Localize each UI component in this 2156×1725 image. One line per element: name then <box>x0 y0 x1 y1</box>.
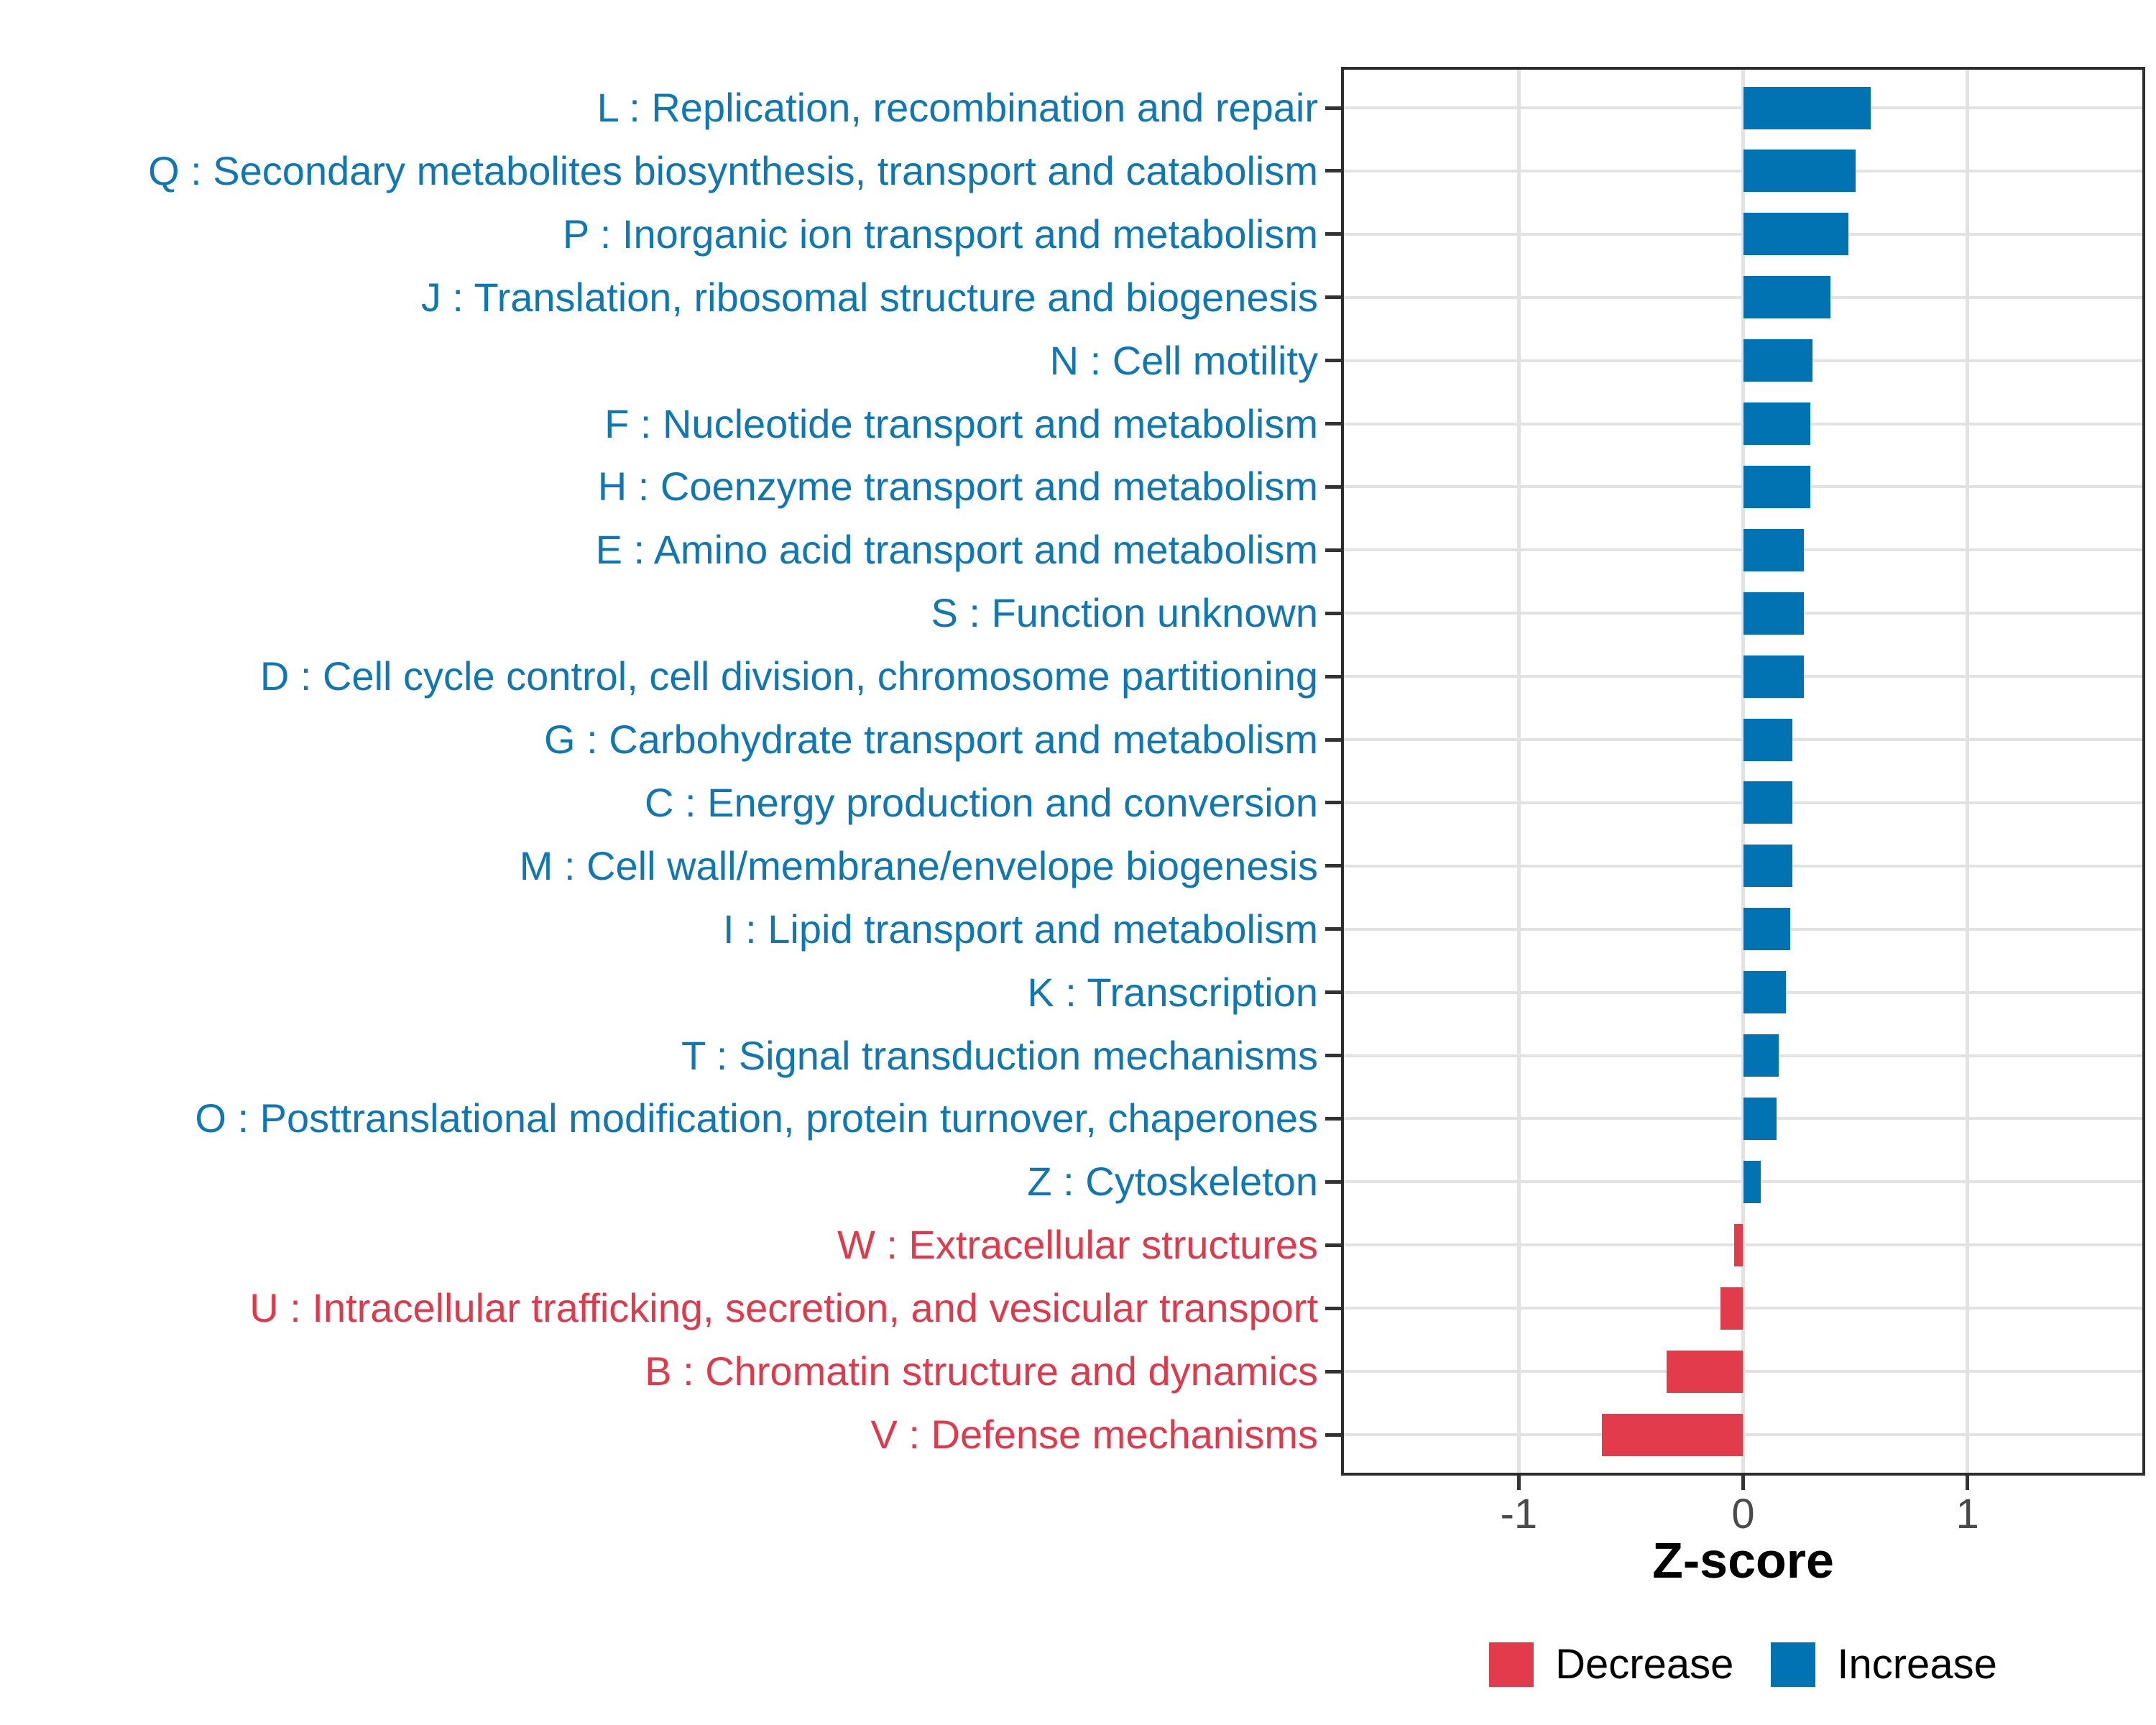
vertical-gridline-0 <box>1741 70 1745 1473</box>
y-tick-mark-K <box>1325 990 1341 995</box>
x-axis-title: Z-score <box>1652 1532 1834 1588</box>
x-tick-mark--1 <box>1516 1476 1521 1490</box>
bar-T <box>1743 1034 1779 1077</box>
y-tick-mark-B <box>1325 1369 1341 1374</box>
y-tick-mark-I <box>1325 927 1341 932</box>
y-tick-mark-O <box>1325 1116 1341 1121</box>
x-tick-label-0: 0 <box>1731 1491 1755 1537</box>
y-tick-mark-Q <box>1325 169 1341 173</box>
y-axis-label-E: E : Amino acid transport and metabolism <box>595 527 1318 573</box>
y-axis-label-U: U : Intracellular trafficking, secretion… <box>249 1285 1318 1331</box>
bar-D <box>1743 655 1804 698</box>
legend-item-decrease: Decrease <box>1489 1642 1733 1687</box>
horizontal-gridline-B <box>1344 1370 2142 1374</box>
bar-P <box>1743 213 1849 256</box>
y-axis-label-M: M : Cell wall/membrane/envelope biogenes… <box>519 842 1318 888</box>
plot-panel <box>1341 67 2145 1476</box>
y-axis-label-O: O : Posttranslational modification, prot… <box>195 1095 1318 1141</box>
bar-Z <box>1743 1160 1761 1203</box>
vertical-gridline--1 <box>1516 70 1521 1473</box>
legend-label-increase: Increase <box>1837 1641 1997 1688</box>
y-axis-label-D: D : Cell cycle control, cell division, c… <box>259 653 1318 699</box>
y-tick-mark-T <box>1325 1054 1341 1058</box>
y-tick-mark-V <box>1325 1432 1341 1437</box>
y-tick-mark-C <box>1325 801 1341 805</box>
bar-I <box>1743 908 1791 951</box>
bar-U <box>1720 1287 1743 1330</box>
x-tick-mark-1 <box>1966 1476 1970 1490</box>
y-axis-label-B: B : Chromatin structure and dynamics <box>645 1348 1318 1394</box>
y-axis-label-Q: Q : Secondary metabolites biosynthesis, … <box>148 147 1318 193</box>
legend-label-decrease: Decrease <box>1555 1641 1734 1688</box>
legend-item-increase: Increase <box>1771 1641 1997 1688</box>
bar-C <box>1743 781 1793 824</box>
bar-V <box>1601 1413 1743 1456</box>
bar-F <box>1743 402 1811 446</box>
y-tick-mark-H <box>1325 484 1341 489</box>
y-axis-label-P: P : Inorganic ion transport and metaboli… <box>562 211 1318 257</box>
y-axis-label-G: G : Carbohydrate transport and metabolis… <box>544 717 1318 763</box>
y-tick-mark-F <box>1325 422 1341 426</box>
y-tick-mark-E <box>1325 548 1341 552</box>
y-tick-mark-Z <box>1325 1179 1341 1184</box>
y-axis-label-N: N : Cell motility <box>1049 337 1318 383</box>
y-tick-mark-U <box>1325 1306 1341 1310</box>
horizontal-gridline-U <box>1344 1307 2142 1310</box>
y-axis-label-T: T : Signal transduction mechanisms <box>681 1032 1318 1078</box>
legend-swatch-decrease <box>1489 1642 1534 1687</box>
bar-H <box>1743 465 1811 508</box>
horizontal-gridline-V <box>1344 1433 2142 1436</box>
horizontal-gridline-W <box>1344 1243 2142 1247</box>
y-tick-mark-J <box>1325 295 1341 300</box>
y-axis-label-Z: Z : Cytoskeleton <box>1027 1159 1318 1205</box>
legend-swatch-increase <box>1771 1642 1816 1687</box>
bar-G <box>1743 718 1793 761</box>
x-tick-label-1: 1 <box>1955 1491 1979 1537</box>
bar-N <box>1743 339 1813 382</box>
bar-J <box>1743 276 1831 319</box>
bar-K <box>1743 971 1786 1014</box>
y-axis-label-L: L : Replication, recombination and repai… <box>596 85 1318 130</box>
x-tick-mark-0 <box>1741 1476 1745 1490</box>
y-axis-label-F: F : Nucleotide transport and metabolism <box>604 400 1318 446</box>
y-tick-mark-S <box>1325 611 1341 615</box>
y-tick-mark-W <box>1325 1243 1341 1247</box>
x-tick-label--1: -1 <box>1500 1491 1538 1537</box>
y-axis-label-W: W : Extracellular structures <box>837 1222 1318 1268</box>
bar-S <box>1743 592 1804 635</box>
y-axis-label-K: K : Transcription <box>1027 969 1318 1015</box>
bar-L <box>1743 86 1871 129</box>
y-axis-label-S: S : Function unknown <box>931 590 1318 636</box>
y-axis-label-I: I : Lipid transport and metabolism <box>723 906 1318 952</box>
bar-M <box>1743 845 1793 888</box>
vertical-gridline-1 <box>1966 70 1970 1473</box>
y-axis-label-J: J : Translation, ribosomal structure and… <box>420 274 1318 320</box>
y-tick-mark-N <box>1325 359 1341 363</box>
y-axis-label-H: H : Coenzyme transport and metabolism <box>597 464 1318 510</box>
bar-B <box>1667 1350 1743 1393</box>
y-tick-mark-L <box>1325 106 1341 110</box>
bar-Q <box>1743 150 1856 193</box>
y-axis-label-V: V : Defense mechanisms <box>870 1412 1318 1457</box>
legend: Decrease Increase <box>1269 1639 2156 1690</box>
y-tick-mark-D <box>1325 674 1341 678</box>
y-tick-mark-G <box>1325 737 1341 742</box>
bar-E <box>1743 528 1804 571</box>
bar-W <box>1734 1223 1743 1266</box>
bar-O <box>1743 1097 1777 1140</box>
y-tick-mark-M <box>1325 864 1341 868</box>
y-axis-label-C: C : Energy production and conversion <box>645 779 1318 825</box>
y-tick-mark-P <box>1325 232 1341 236</box>
